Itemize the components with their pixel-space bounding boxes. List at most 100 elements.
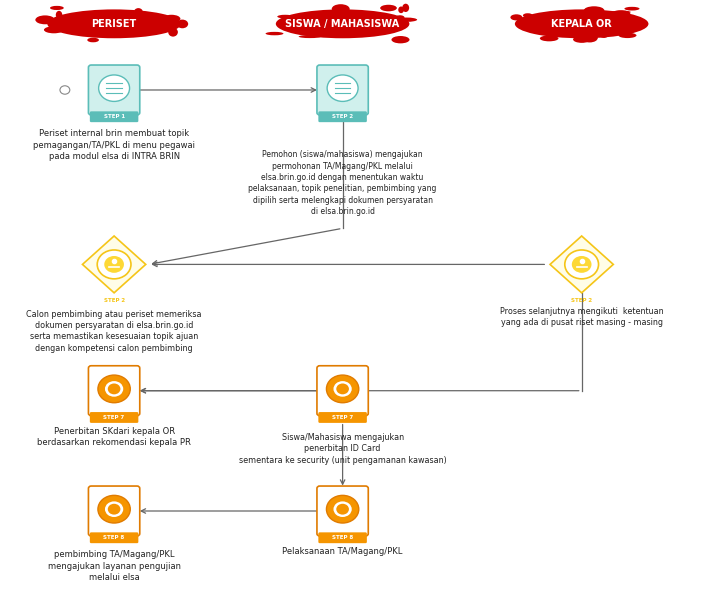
FancyBboxPatch shape [90, 532, 139, 543]
Circle shape [99, 75, 129, 101]
Ellipse shape [363, 29, 383, 35]
Text: KEPALA OR: KEPALA OR [551, 19, 612, 29]
Ellipse shape [612, 11, 631, 13]
Ellipse shape [615, 23, 626, 27]
Ellipse shape [584, 6, 604, 15]
Ellipse shape [122, 12, 139, 16]
Ellipse shape [402, 4, 409, 12]
Ellipse shape [510, 15, 523, 21]
Ellipse shape [377, 27, 396, 29]
Ellipse shape [515, 9, 648, 38]
Circle shape [336, 504, 349, 515]
FancyBboxPatch shape [317, 65, 368, 115]
Ellipse shape [599, 16, 611, 22]
FancyBboxPatch shape [88, 486, 140, 536]
Ellipse shape [523, 13, 533, 18]
Ellipse shape [540, 35, 558, 41]
Circle shape [98, 495, 130, 523]
Ellipse shape [55, 11, 63, 19]
FancyBboxPatch shape [88, 366, 140, 416]
Text: STEP 8: STEP 8 [332, 535, 353, 540]
Ellipse shape [50, 6, 64, 10]
Text: STEP 7: STEP 7 [104, 415, 124, 420]
Ellipse shape [398, 7, 404, 13]
Ellipse shape [341, 13, 351, 21]
Circle shape [108, 504, 120, 515]
Text: STEP 2: STEP 2 [332, 114, 353, 119]
Ellipse shape [163, 15, 181, 23]
FancyBboxPatch shape [319, 111, 367, 122]
Ellipse shape [301, 21, 309, 25]
Text: STEP 1: STEP 1 [104, 114, 124, 119]
Ellipse shape [67, 28, 74, 32]
Ellipse shape [360, 28, 372, 33]
Ellipse shape [567, 21, 584, 27]
FancyBboxPatch shape [90, 412, 139, 423]
Ellipse shape [170, 18, 176, 22]
Circle shape [97, 250, 131, 279]
Ellipse shape [599, 30, 609, 38]
Ellipse shape [573, 36, 591, 43]
FancyBboxPatch shape [90, 111, 139, 122]
Ellipse shape [277, 15, 293, 18]
Text: pembimbing TA/Magang/PKL
mengajukan layanan pengujian
melalui elsa: pembimbing TA/Magang/PKL mengajukan laya… [48, 550, 181, 582]
Text: STEP 8: STEP 8 [104, 535, 124, 540]
Text: Periset internal brin membuat topik
pemagangan/TA/PKL di menu pegawai
pada modul: Periset internal brin membuat topik pema… [33, 129, 195, 161]
Circle shape [98, 375, 130, 402]
Circle shape [336, 384, 349, 395]
Ellipse shape [332, 4, 350, 13]
Polygon shape [82, 236, 146, 293]
Text: STEP 7: STEP 7 [332, 415, 353, 420]
Polygon shape [550, 236, 614, 293]
Circle shape [326, 495, 359, 523]
Ellipse shape [552, 21, 562, 25]
Ellipse shape [276, 9, 410, 38]
Ellipse shape [95, 19, 114, 24]
Ellipse shape [611, 20, 628, 29]
Ellipse shape [87, 38, 99, 42]
Ellipse shape [347, 19, 360, 28]
Ellipse shape [134, 8, 143, 16]
Ellipse shape [395, 18, 417, 22]
Ellipse shape [94, 27, 102, 31]
Ellipse shape [266, 32, 284, 35]
Circle shape [333, 381, 352, 397]
Text: SISWA / MAHASISWA: SISWA / MAHASISWA [286, 19, 400, 29]
Circle shape [105, 256, 124, 273]
Circle shape [572, 256, 592, 273]
Ellipse shape [392, 36, 410, 43]
Ellipse shape [299, 35, 321, 38]
Text: Pelaksanaan TA/Magang/PKL: Pelaksanaan TA/Magang/PKL [282, 547, 403, 556]
Ellipse shape [380, 5, 397, 12]
Circle shape [108, 384, 120, 395]
FancyBboxPatch shape [319, 412, 367, 423]
FancyBboxPatch shape [88, 65, 140, 115]
Ellipse shape [611, 10, 630, 17]
Circle shape [327, 75, 358, 101]
Text: Penerbitan SKdari kepala OR
berdasarkan rekomendasi kepala PR: Penerbitan SKdari kepala OR berdasarkan … [37, 427, 191, 447]
Ellipse shape [155, 21, 166, 24]
Ellipse shape [395, 15, 405, 20]
FancyBboxPatch shape [317, 366, 368, 416]
FancyBboxPatch shape [319, 532, 367, 543]
Ellipse shape [142, 22, 164, 30]
Ellipse shape [97, 15, 102, 23]
Ellipse shape [543, 18, 552, 24]
Ellipse shape [302, 21, 322, 24]
Circle shape [105, 501, 123, 517]
Circle shape [333, 501, 352, 517]
Text: Calon pembimbing atau periset memeriksa
dokumen persyaratan di elsa.brin.go.id
s: Calon pembimbing atau periset memeriksa … [26, 310, 202, 353]
Ellipse shape [176, 19, 188, 29]
Text: PERISET: PERISET [92, 19, 137, 29]
Ellipse shape [619, 33, 636, 38]
Ellipse shape [36, 15, 55, 24]
Text: Siswa/Mahasiswa mengajukan
penerbitan ID Card
sementara ke security (unit pengam: Siswa/Mahasiswa mengajukan penerbitan ID… [239, 433, 447, 465]
Ellipse shape [48, 9, 181, 38]
Circle shape [565, 250, 599, 279]
Ellipse shape [582, 33, 598, 42]
Text: STEP 2: STEP 2 [571, 298, 592, 303]
Ellipse shape [356, 20, 363, 25]
Ellipse shape [169, 28, 178, 36]
Ellipse shape [44, 26, 64, 33]
Text: Pemohon (siswa/mahasiswa) mengajukan
permohonan TA/Magang/PKL melalui
elsa.brin.: Pemohon (siswa/mahasiswa) mengajukan per… [248, 150, 437, 216]
